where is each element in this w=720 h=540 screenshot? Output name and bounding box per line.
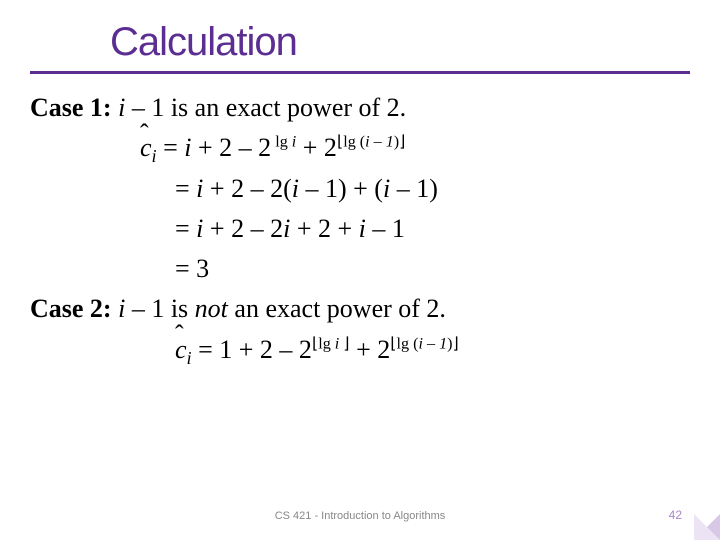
eq2-p1: + 2 – 2(	[203, 174, 291, 203]
eq5-sup1: ⌊lg i ⌋	[312, 335, 350, 352]
eq5-p2: + 2	[350, 335, 391, 364]
case2-not: not	[195, 294, 228, 323]
eq2-i2: i	[292, 174, 299, 203]
eq5: ci = 1 + 2 – 2⌊lg i ⌋ + 2⌊lg (i – 1)⌋	[30, 330, 690, 370]
eq1-p1: + 2 – 2	[192, 133, 272, 162]
title-underline	[30, 71, 690, 74]
case2-rest1: – 1 is	[125, 294, 194, 323]
eq3-p2: + 2 +	[290, 214, 358, 243]
eq5-p1: = 1 + 2 – 2	[192, 335, 312, 364]
slide-body: Case 1: i – 1 is an exact power of 2. ci…	[30, 88, 690, 370]
eq1-sup2: ⌊lg (i – 1)⌋	[337, 134, 406, 151]
eq1-i: i	[184, 133, 191, 162]
eq2-eq: =	[175, 174, 196, 203]
eq4: = 3	[30, 249, 690, 289]
eq3-i3: i	[359, 214, 366, 243]
case2-line: Case 2: i – 1 is not an exact power of 2…	[30, 289, 690, 329]
eq1-eq: =	[157, 133, 185, 162]
eq5-c-hat: c	[175, 330, 187, 370]
case1-rest: – 1 is an exact power of 2.	[125, 93, 406, 122]
case2-var-i: i	[112, 294, 126, 323]
eq2-p3: – 1)	[390, 174, 438, 203]
case2-rest2: an exact power of 2.	[228, 294, 446, 323]
slide: Calculation Case 1: i – 1 is an exact po…	[0, 0, 720, 540]
page-number: 42	[669, 508, 682, 522]
case1-label: Case 1:	[30, 93, 112, 122]
eq3: = i + 2 – 2i + 2 + i – 1	[30, 209, 690, 249]
eq1-p2: + 2	[296, 133, 337, 162]
eq1: ci = i + 2 – 2 lg i + 2⌊lg (i – 1)⌋	[30, 128, 690, 168]
case1-line: Case 1: i – 1 is an exact power of 2.	[30, 88, 690, 128]
eq5-sup2: ⌊lg (i – 1)⌋	[390, 335, 459, 352]
eq1-sup1: lg i	[271, 134, 296, 151]
footer-text: CS 421 - Introduction to Algorithms	[275, 510, 446, 522]
eq3-p1: + 2 – 2	[203, 214, 283, 243]
slide-title: Calculation	[110, 20, 690, 65]
eq1-c-hat: c	[140, 128, 152, 168]
case2-label: Case 2:	[30, 294, 112, 323]
eq2-p2: – 1) + (	[299, 174, 383, 203]
eq3-p3: – 1	[366, 214, 405, 243]
eq2: = i + 2 – 2(i – 1) + (i – 1)	[30, 169, 690, 209]
eq3-eq: =	[175, 214, 196, 243]
page-corner-fold	[694, 514, 720, 540]
case1-var-i: i	[112, 93, 126, 122]
